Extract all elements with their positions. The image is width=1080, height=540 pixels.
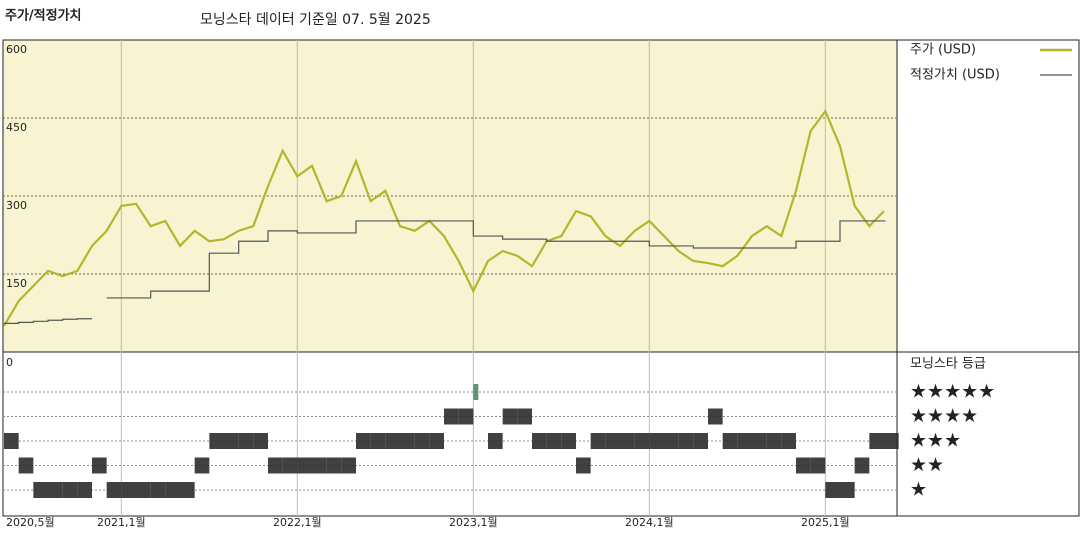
rating-bar <box>62 482 78 498</box>
rating-bar <box>576 457 591 474</box>
chart-subtitle: 모닝스타 데이터 기준일 07. 5월 2025 <box>200 12 431 28</box>
rating-bar <box>473 384 479 400</box>
rating-bar <box>224 433 239 449</box>
rating-bar <box>429 433 444 449</box>
rating-bar <box>400 433 415 449</box>
rating-bar <box>238 433 254 449</box>
rating-bar <box>180 482 195 498</box>
series-line <box>106 220 886 299</box>
rating-bar <box>840 482 855 498</box>
rating-bar <box>693 433 708 449</box>
legend-label: 주가 (USD) <box>910 43 976 58</box>
rating-bar <box>664 433 679 449</box>
rating-bar <box>150 482 166 498</box>
rating-bar <box>48 482 63 498</box>
rating-bar <box>253 433 268 449</box>
rating-bar <box>649 433 664 449</box>
rating-bar <box>502 408 518 425</box>
rating-bar <box>869 433 884 449</box>
x-tick-label: 2022,1월 <box>273 516 322 529</box>
y-tick-label: 300 <box>6 199 27 212</box>
rating-bar <box>312 457 327 474</box>
rating-bar <box>370 433 386 449</box>
x-tick-label: 2023,1월 <box>449 516 498 529</box>
chart-title: 주가/적정가치 <box>5 8 82 24</box>
rating-title: 모닝스타 등급 <box>910 357 986 372</box>
rating-bar <box>268 457 283 474</box>
rating-bar <box>33 482 48 498</box>
x-tick-label: 2024,1월 <box>625 516 674 529</box>
rating-bar <box>136 482 151 498</box>
rating-bar <box>517 408 532 425</box>
rating-label: ★ <box>910 479 927 501</box>
rating-bar <box>458 408 474 425</box>
rating-bar <box>766 433 782 449</box>
x-tick-label: 2021,1월 <box>97 516 146 529</box>
rating-bar <box>77 482 92 498</box>
rating-bar <box>297 457 312 474</box>
rating-bar <box>385 433 400 449</box>
rating-bar <box>92 457 107 474</box>
rating-bar <box>634 433 650 449</box>
rating-bar <box>488 433 503 449</box>
rating-bar <box>165 482 180 498</box>
rating-bar <box>414 433 430 449</box>
rating-bar <box>590 433 606 449</box>
rating-bar <box>4 433 19 449</box>
rating-bar <box>282 457 298 474</box>
rating-bar <box>18 457 34 474</box>
rating-bar <box>194 457 210 474</box>
rating-bar <box>341 457 356 474</box>
rating-bar <box>796 457 811 474</box>
rating-bar <box>326 457 342 474</box>
rating-bar <box>854 457 870 474</box>
rating-bar <box>678 433 694 449</box>
rating-bar <box>781 433 796 449</box>
rating-bar <box>825 482 840 498</box>
rating-label: ★★ <box>910 454 944 476</box>
series-line <box>3 109 885 327</box>
rating-bar <box>708 408 723 425</box>
y-tick-label: 450 <box>6 121 27 134</box>
rating-bar <box>561 433 576 449</box>
rating-bar <box>737 433 752 449</box>
series-line <box>4 318 92 324</box>
rating-bar <box>884 433 899 449</box>
y-tick-label: 600 <box>6 43 27 56</box>
rating-bar <box>356 433 371 449</box>
rating-axis-label: 0 <box>6 356 13 369</box>
legend-label: 적정가치 (USD) <box>910 68 1000 83</box>
x-tick-label: 2025,1월 <box>801 516 850 529</box>
rating-bar <box>209 433 224 449</box>
x-tick-label: 2020,5월 <box>6 516 55 529</box>
rating-label: ★★★ <box>910 430 961 452</box>
rating-bar <box>620 433 635 449</box>
rating-bar <box>106 482 122 498</box>
rating-bar <box>546 433 562 449</box>
rating-bar <box>605 433 620 449</box>
frame <box>2 39 1080 517</box>
rating-bar <box>444 408 459 425</box>
rating-bar <box>121 482 136 498</box>
rating-label: ★★★★★ <box>910 381 995 403</box>
rating-bar <box>722 433 738 449</box>
y-tick-label: 150 <box>6 277 27 290</box>
rating-bar <box>532 433 547 449</box>
rating-bar <box>752 433 767 449</box>
rating-label: ★★★★ <box>910 405 978 427</box>
plot-bg <box>3 40 897 352</box>
rating-bar <box>810 457 826 474</box>
